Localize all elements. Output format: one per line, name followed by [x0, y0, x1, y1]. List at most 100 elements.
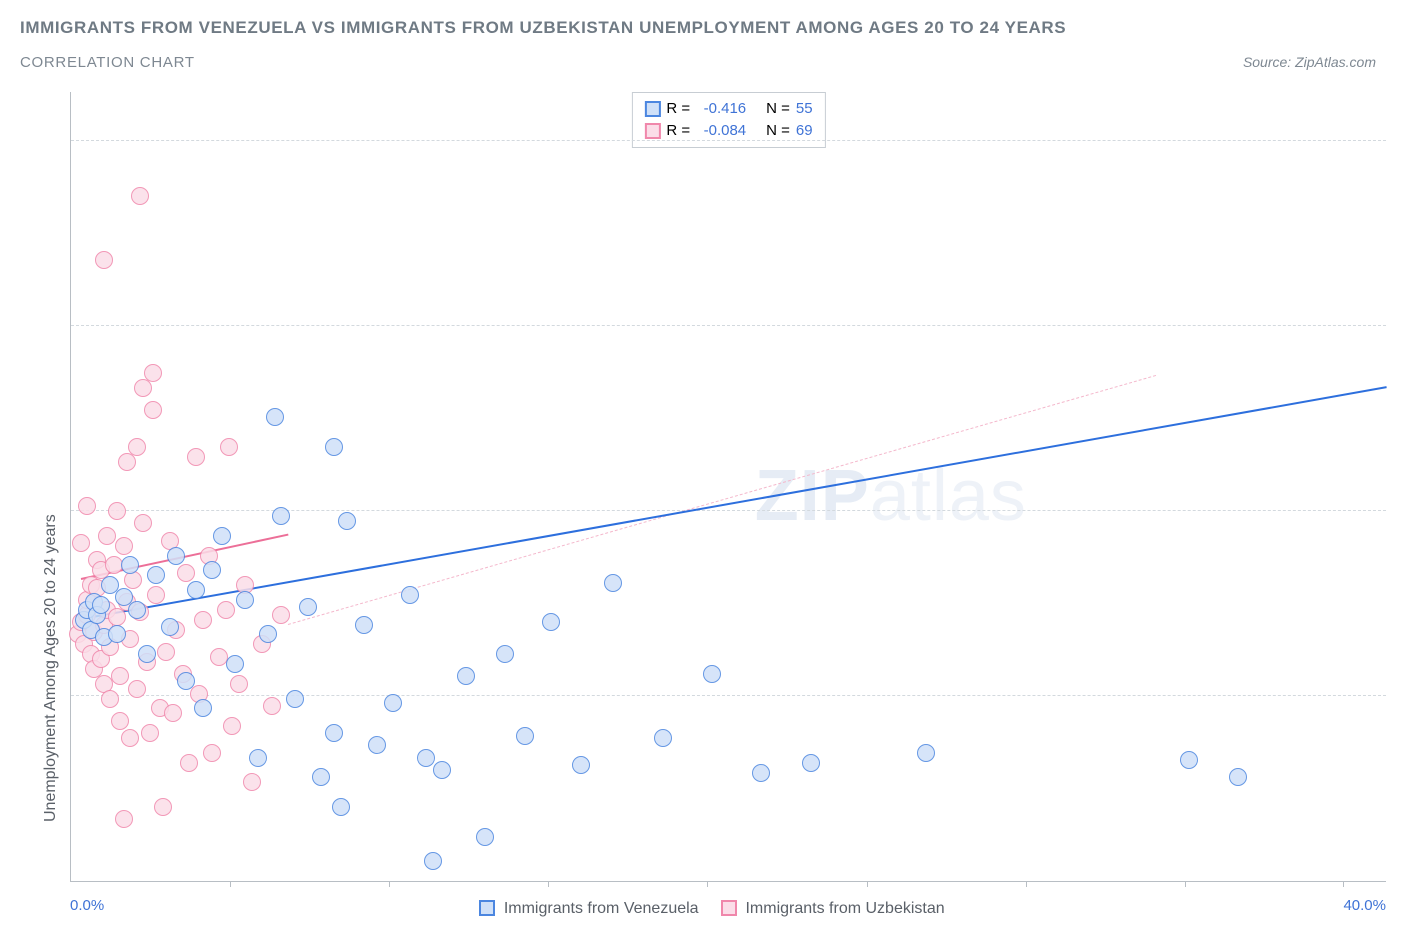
- n-value-venezuela: 55: [796, 98, 813, 120]
- data-point: [167, 547, 185, 565]
- data-point: [121, 556, 139, 574]
- data-point: [299, 598, 317, 616]
- data-point: [368, 736, 386, 754]
- data-point: [194, 699, 212, 717]
- data-point: [752, 764, 770, 782]
- data-point: [141, 724, 159, 742]
- data-point: [424, 852, 442, 870]
- n-label: N =: [766, 98, 790, 120]
- legend-row-venezuela: R = -0.416 N = 55: [644, 98, 812, 120]
- data-point: [230, 675, 248, 693]
- r-value-venezuela: -0.416: [696, 98, 746, 120]
- data-point: [220, 438, 238, 456]
- x-tick: [230, 881, 231, 887]
- data-point: [703, 665, 721, 683]
- x-tick: [867, 881, 868, 887]
- data-point: [259, 625, 277, 643]
- data-point: [128, 601, 146, 619]
- data-point: [180, 754, 198, 772]
- data-point: [144, 401, 162, 419]
- data-point: [177, 564, 195, 582]
- legend-series: Immigrants from Venezuela Immigrants fro…: [20, 900, 1386, 918]
- data-point: [101, 690, 119, 708]
- x-tick: [1343, 881, 1344, 887]
- data-point: [338, 512, 356, 530]
- data-point: [457, 667, 475, 685]
- x-tick: [1026, 881, 1027, 887]
- data-point: [111, 667, 129, 685]
- data-point: [243, 773, 261, 791]
- data-point: [108, 625, 126, 643]
- data-point: [147, 566, 165, 584]
- source-prefix: Source:: [1243, 54, 1295, 70]
- data-point: [516, 727, 534, 745]
- swatch-venezuela: [479, 900, 495, 916]
- data-point: [384, 694, 402, 712]
- data-point: [131, 187, 149, 205]
- data-point: [138, 645, 156, 663]
- data-point: [217, 601, 235, 619]
- r-label: R =: [666, 120, 690, 142]
- series-label-uzbekistan: Immigrants from Uzbekistan: [745, 900, 944, 917]
- data-point: [134, 514, 152, 532]
- watermark-light: atlas: [870, 456, 1027, 536]
- data-point: [187, 448, 205, 466]
- data-point: [164, 704, 182, 722]
- series-label-venezuela: Immigrants from Venezuela: [504, 900, 699, 917]
- data-point: [147, 586, 165, 604]
- data-point: [1229, 768, 1247, 786]
- data-point: [95, 251, 113, 269]
- y-tick-label: 15.0%: [1391, 503, 1406, 520]
- data-point: [496, 645, 514, 663]
- data-point: [604, 574, 622, 592]
- data-point: [121, 729, 139, 747]
- x-tick: [1185, 881, 1186, 887]
- data-point: [128, 680, 146, 698]
- swatch-uzbekistan: [721, 900, 737, 916]
- data-point: [802, 754, 820, 772]
- swatch-uzbekistan: [644, 123, 660, 139]
- data-point: [203, 744, 221, 762]
- data-point: [236, 591, 254, 609]
- gridline-h: [71, 325, 1386, 326]
- gridline-h: [71, 140, 1386, 141]
- data-point: [154, 798, 172, 816]
- data-point: [401, 586, 419, 604]
- data-point: [312, 768, 330, 786]
- data-point: [355, 616, 373, 634]
- data-point: [476, 828, 494, 846]
- data-point: [161, 618, 179, 636]
- data-point: [1180, 751, 1198, 769]
- x-tick: [548, 881, 549, 887]
- data-point: [249, 749, 267, 767]
- y-tick-label: 7.5%: [1391, 688, 1406, 705]
- gridline-h: [71, 695, 1386, 696]
- data-point: [157, 643, 175, 661]
- data-point: [108, 502, 126, 520]
- data-point: [92, 596, 110, 614]
- data-point: [325, 438, 343, 456]
- data-point: [542, 613, 560, 631]
- data-point: [917, 744, 935, 762]
- y-axis-title: Unemployment Among Ages 20 to 24 years: [42, 514, 60, 822]
- n-label: N =: [766, 120, 790, 142]
- data-point: [654, 729, 672, 747]
- data-point: [332, 798, 350, 816]
- data-point: [194, 611, 212, 629]
- data-point: [78, 497, 96, 515]
- data-point: [177, 672, 195, 690]
- data-point: [417, 749, 435, 767]
- source-name: ZipAtlas.com: [1295, 54, 1376, 70]
- data-point: [272, 606, 290, 624]
- r-label: R =: [666, 98, 690, 120]
- watermark: ZIPatlas: [755, 455, 1027, 537]
- data-point: [115, 810, 133, 828]
- chart-subtitle: CORRELATION CHART: [20, 54, 1386, 71]
- data-point: [572, 756, 590, 774]
- data-point: [263, 697, 281, 715]
- data-point: [226, 655, 244, 673]
- gridline-h: [71, 510, 1386, 511]
- data-point: [272, 507, 290, 525]
- data-point: [286, 690, 304, 708]
- data-point: [72, 534, 90, 552]
